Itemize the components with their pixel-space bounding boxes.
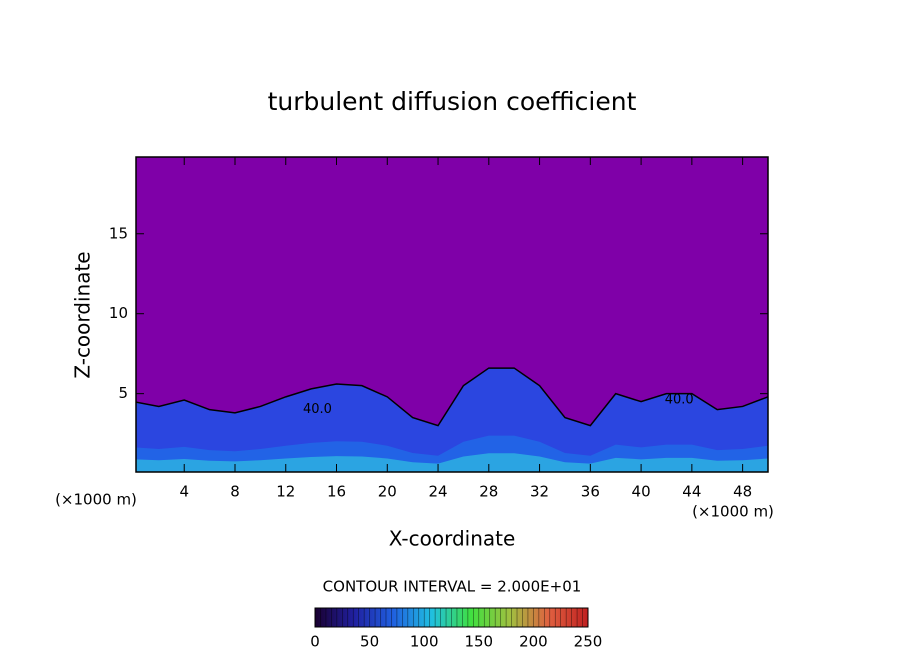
x-tick-label: 24: [428, 483, 447, 501]
contour-line: [136, 367, 768, 427]
x-tick-label: 4: [179, 483, 189, 501]
colorbar-tick-label: 50: [360, 633, 379, 651]
x-unit-label: (×1000 m): [692, 503, 774, 521]
colorbar-tick-label: 150: [464, 633, 493, 651]
x-tick-label: 20: [378, 483, 397, 501]
x-tick-label: 44: [682, 483, 701, 501]
x-tick-label: 8: [230, 483, 240, 501]
y-axis-label: Z-coordinate: [71, 251, 95, 378]
chart-title: turbulent diffusion coefficient: [268, 87, 637, 116]
colorbar-tick-label: 100: [410, 633, 439, 651]
x-tick-label: 16: [327, 483, 346, 501]
y-unit-label: (×1000 m): [55, 491, 137, 509]
plot-frame: [135, 156, 769, 473]
y-tick-label: 15: [109, 224, 128, 242]
contour-label: 40.0: [303, 402, 332, 417]
x-tick-label: 36: [581, 483, 600, 501]
colorbar-tick-label: 250: [574, 633, 603, 651]
x-tick-label: 28: [479, 483, 498, 501]
field-texture: [136, 453, 768, 472]
contour-label: 40.0: [665, 393, 694, 408]
contour-interval: CONTOUR INTERVAL = 2.000E+01: [323, 578, 582, 596]
y-tick-label: 10: [109, 304, 128, 322]
colorbar-tick-label: 200: [519, 633, 548, 651]
y-tick-label: 5: [118, 384, 128, 402]
x-tick-label: 48: [733, 483, 752, 501]
x-axis-label: X-coordinate: [389, 527, 516, 551]
colorbar-tick-label: 0: [310, 633, 320, 651]
x-tick-label: 32: [530, 483, 549, 501]
x-tick-label: 12: [276, 483, 295, 501]
x-tick-label: 40: [632, 483, 651, 501]
